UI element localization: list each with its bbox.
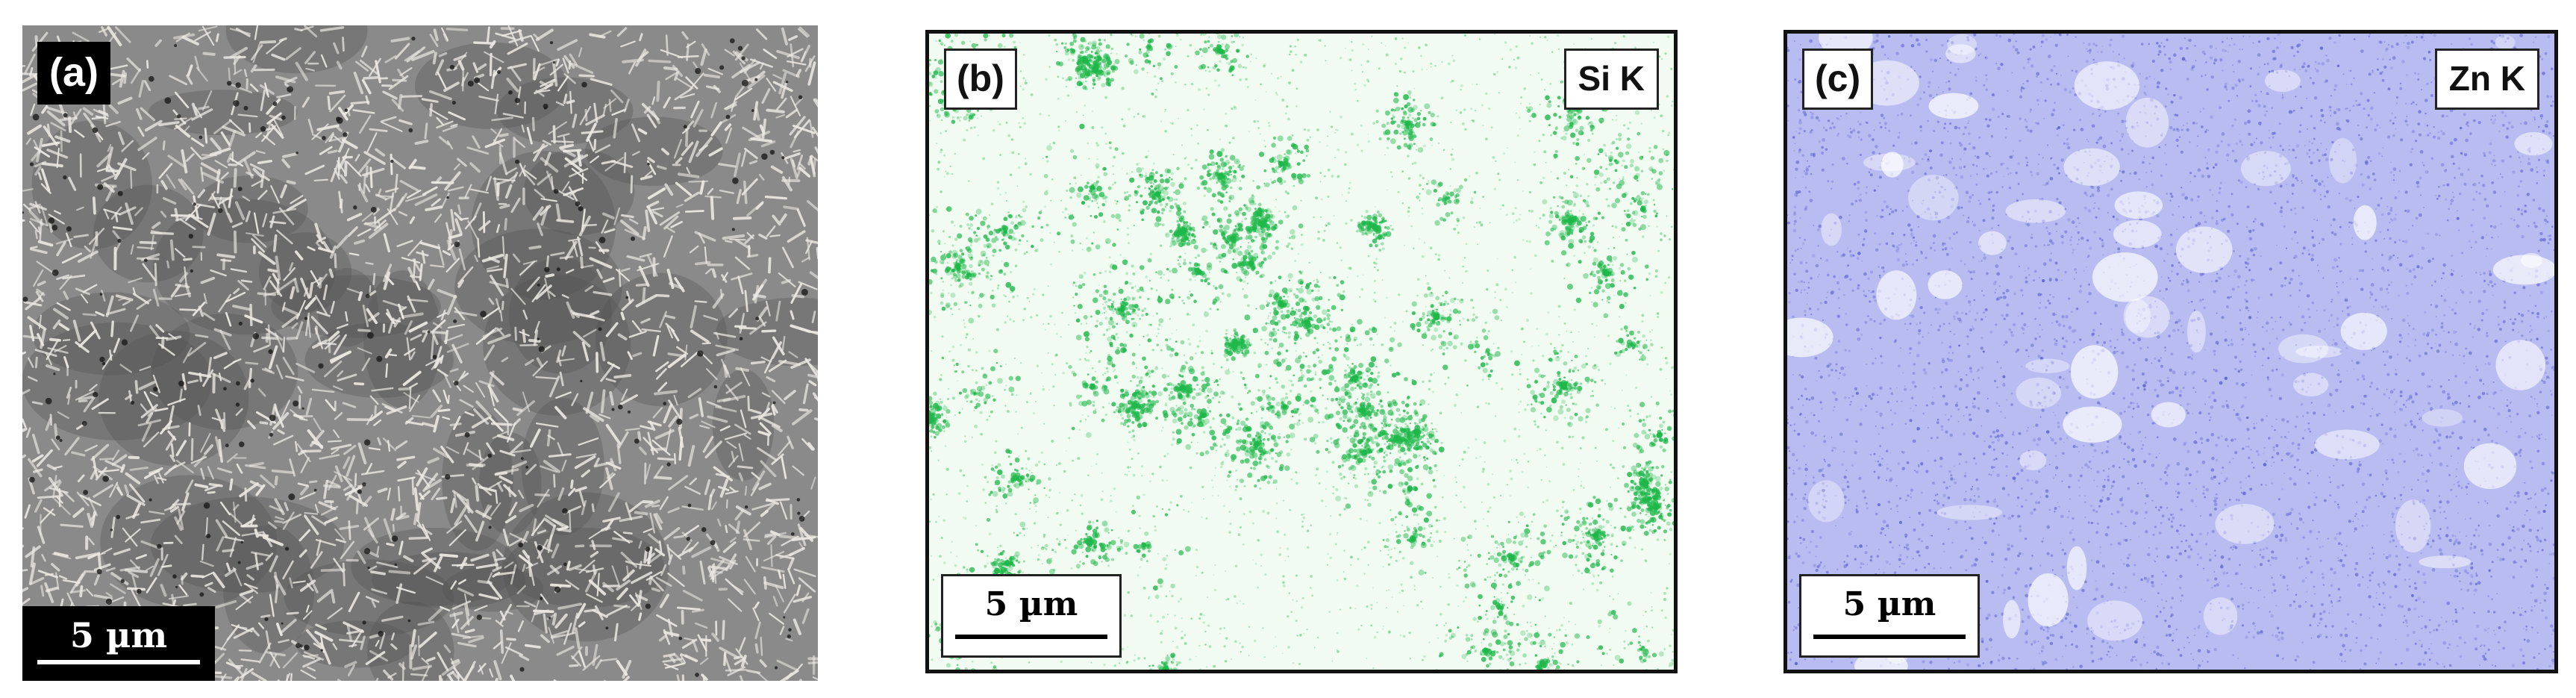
sem-micrograph-texture — [22, 25, 818, 681]
si-elemental-map — [929, 34, 1674, 670]
scale-bar-line — [1813, 635, 1966, 639]
scale-bar-label: 5 µm — [984, 585, 1078, 623]
panel-label: (b) — [944, 49, 1017, 110]
sem-image-panel: (a) 5 µm — [22, 25, 818, 681]
panel-label: (c) — [1802, 49, 1874, 110]
scale-bar-label: 5 µm — [69, 615, 168, 655]
si-map-panel: (b) Si K 5 µm — [925, 30, 1678, 673]
panel-label: (a) — [37, 42, 110, 105]
element-label: Si K — [1563, 49, 1659, 110]
scale-bar: 5 µm — [22, 606, 215, 681]
zn-map-panel: (c) Zn K 5 µm — [1783, 30, 2558, 673]
element-label: Zn K — [2434, 49, 2539, 110]
zn-elemental-map — [1787, 34, 2554, 670]
scale-bar: 5 µm — [1799, 574, 1980, 658]
scale-bar-line — [955, 635, 1107, 639]
scale-bar: 5 µm — [941, 574, 1122, 658]
scale-bar-label: 5 µm — [1842, 585, 1936, 623]
scale-bar-line — [37, 660, 200, 664]
